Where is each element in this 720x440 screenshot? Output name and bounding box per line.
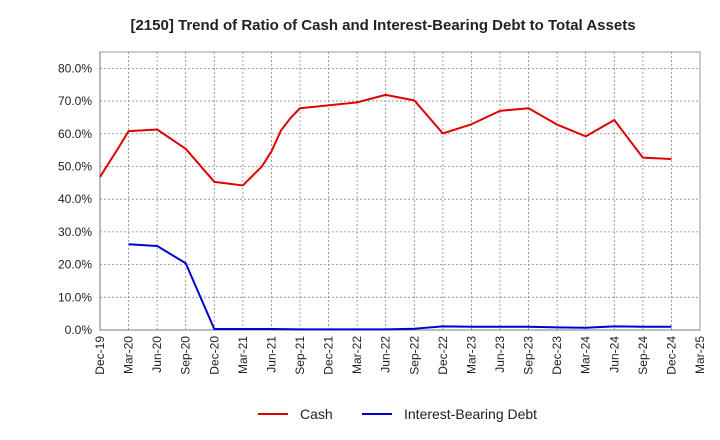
x-tick-label: Sep-22 <box>407 336 421 375</box>
x-tick-label: Jun-23 <box>493 336 507 373</box>
series-line-1 <box>128 243 672 331</box>
x-tick-label: Dec-21 <box>322 336 336 375</box>
x-tick-label: Jun-22 <box>379 336 393 373</box>
x-tick-label: Mar-20 <box>122 336 136 374</box>
y-tick-label: 40.0% <box>58 192 92 206</box>
chart-title: [2150] Trend of Ratio of Cash and Intere… <box>130 17 635 34</box>
x-tick-label: Sep-21 <box>293 336 307 375</box>
x-tick-label: Jun-24 <box>607 336 621 373</box>
y-tick-label: 60.0% <box>58 127 92 141</box>
y-tick-label: 20.0% <box>58 258 92 272</box>
x-tick-label: Dec-19 <box>93 336 107 375</box>
x-tick-label: Sep-24 <box>636 336 650 375</box>
y-tick-label: 10.0% <box>58 290 92 304</box>
x-tick-label: Dec-23 <box>550 336 564 375</box>
series-layer <box>99 93 672 331</box>
x-tick-label: Dec-24 <box>664 336 678 375</box>
x-tick-label: Jun-20 <box>150 336 164 373</box>
y-tick-label: 80.0% <box>58 61 92 75</box>
y-tick-label: 0.0% <box>65 323 93 337</box>
grid-layer <box>99 51 701 331</box>
plot-frame <box>99 51 701 331</box>
x-tick-label: Mar-24 <box>579 336 593 374</box>
x-tick-label: Sep-23 <box>522 336 536 375</box>
y-tick-label: 30.0% <box>58 225 92 239</box>
x-tick-label: Mar-25 <box>693 336 707 374</box>
legend-label-0: Cash <box>300 406 333 422</box>
x-tick-label: Mar-22 <box>350 336 364 374</box>
x-tick-label: Mar-21 <box>236 336 250 374</box>
legend: Cash Interest-Bearing Debt <box>258 406 537 422</box>
x-tick-label: Jun-21 <box>264 336 278 373</box>
y-tick-label: 50.0% <box>58 159 92 173</box>
x-tick-label: Mar-23 <box>464 336 478 374</box>
legend-label-1: Interest-Bearing Debt <box>404 406 537 422</box>
y-tick-label: 70.0% <box>58 94 92 108</box>
x-tick-label: Dec-22 <box>436 336 450 375</box>
x-tick-label: Dec-20 <box>207 336 221 375</box>
x-tick-label: Sep-20 <box>179 336 193 375</box>
